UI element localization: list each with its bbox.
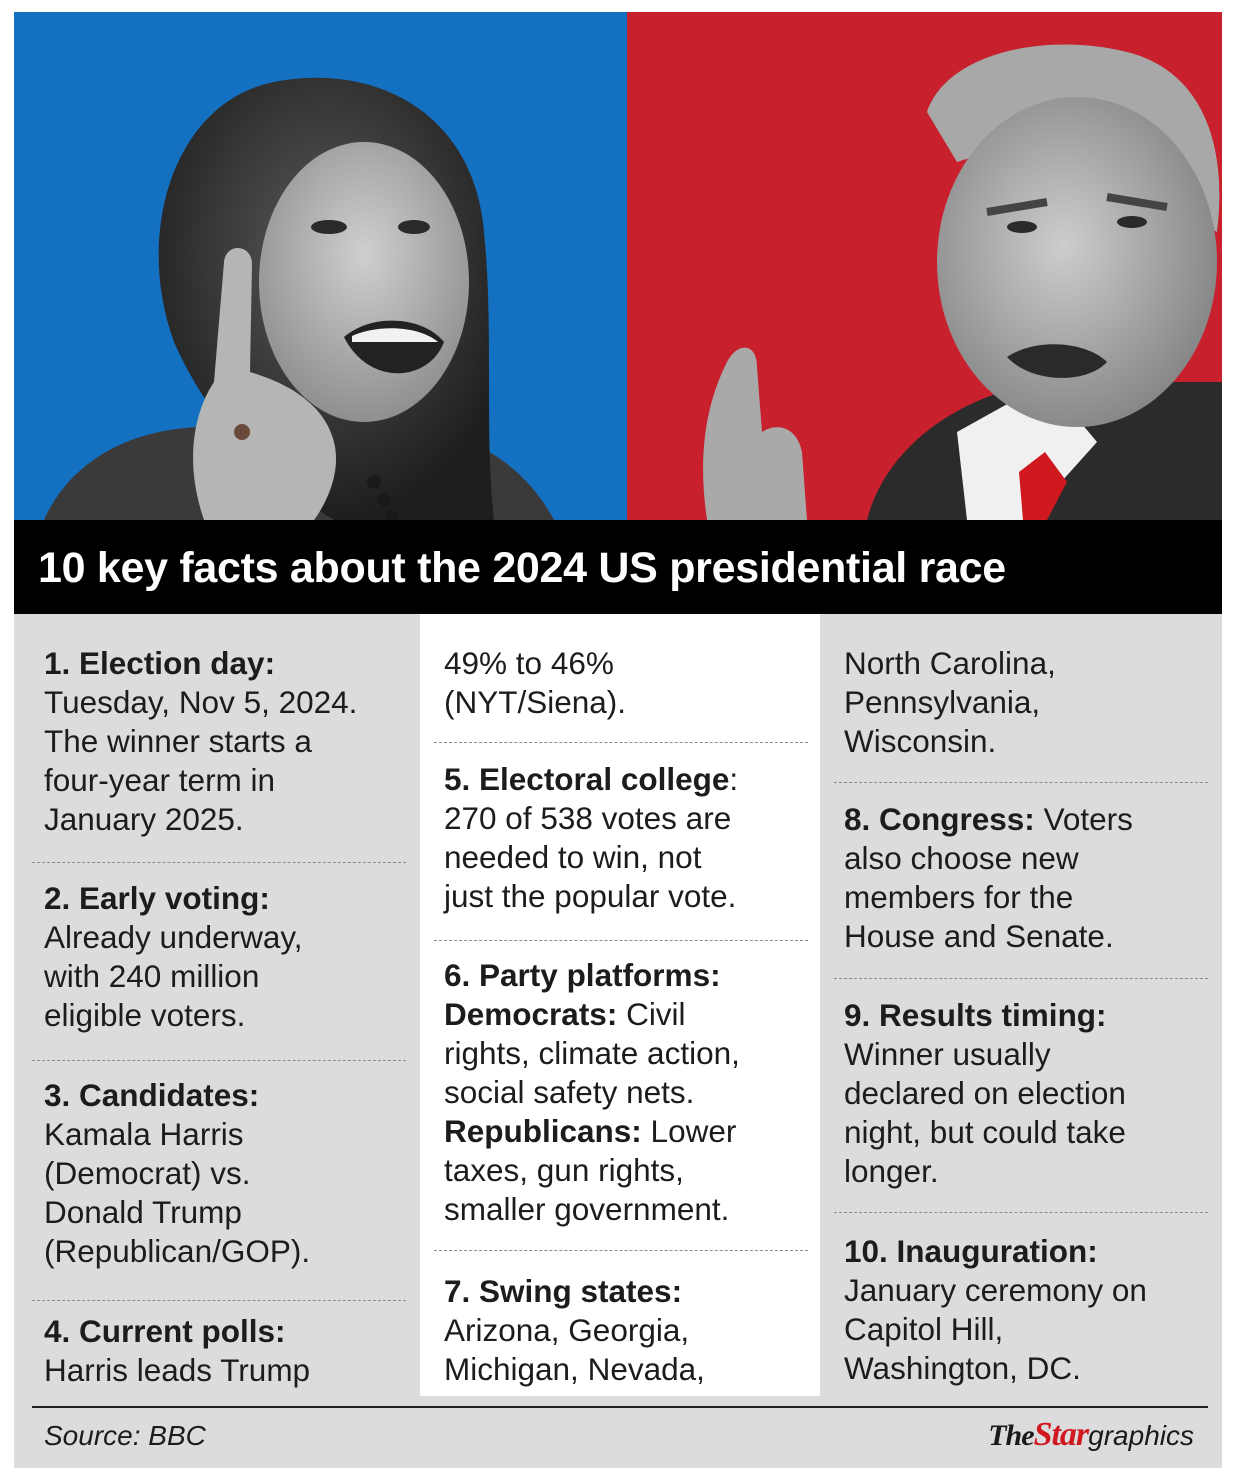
republican-panel	[627, 12, 1222, 520]
fact-line: Washington, DC.	[844, 1350, 1081, 1386]
divider	[434, 1250, 808, 1251]
democrat-panel	[14, 12, 627, 520]
fact-line: Wisconsin.	[844, 723, 997, 759]
footer-divider	[32, 1406, 1208, 1408]
divider	[434, 940, 808, 941]
facts-grid: 1. Election day: Tuesday, Nov 5, 2024. T…	[14, 614, 1222, 1398]
footer: Source: BBC TheStargraphics	[14, 1398, 1222, 1468]
divider	[32, 1300, 406, 1301]
fact-line: Voters	[1034, 801, 1133, 837]
fact-line: eligible voters.	[44, 997, 246, 1033]
fact-electoral-college: 5. Electoral college: 270 of 538 votes a…	[444, 760, 738, 916]
fact-line: with 240 million	[44, 958, 260, 994]
fact-line: four-year term in	[44, 762, 276, 798]
fact-title: 5. Electoral college	[444, 761, 730, 797]
fact-line: needed to win, not	[444, 839, 702, 875]
divider	[834, 978, 1208, 979]
fact-title: 1. Election day:	[44, 645, 276, 681]
fact-line: Tuesday, Nov 5, 2024.	[44, 684, 358, 720]
fact-title: 10. Inauguration:	[844, 1233, 1098, 1269]
fact-line: longer.	[844, 1153, 939, 1189]
fact-line: Kamala Harris	[44, 1116, 244, 1152]
fact-line: January 2025.	[44, 801, 244, 837]
fact-line: Arizona, Georgia,	[444, 1312, 690, 1348]
harris-portrait-photo	[44, 77, 554, 520]
facts-column-3: North Carolina, Pennsylvania, Wisconsin.…	[820, 614, 1222, 1398]
fact-title: 8. Congress:	[844, 801, 1035, 837]
fact-results-timing: 9. Results timing: Winner usually declar…	[844, 996, 1126, 1191]
fact-line: night, but could take	[844, 1114, 1126, 1150]
logo-star: Star	[1033, 1416, 1090, 1453]
fact-line: (Democrat) vs.	[44, 1155, 251, 1191]
divider	[32, 862, 406, 863]
divider	[834, 782, 1208, 783]
fact-swing-states: 7. Swing states: Arizona, Georgia, Michi…	[444, 1272, 705, 1389]
fact-party-platforms: 6. Party platforms: Democrats: Civil rig…	[444, 956, 740, 1229]
fact-line: social safety nets.	[444, 1074, 695, 1110]
fact-line: smaller government.	[444, 1191, 730, 1227]
fact-line: The winner starts a	[44, 723, 312, 759]
fact-election-day: 1. Election day: Tuesday, Nov 5, 2024. T…	[44, 644, 357, 839]
republicans-label: Republicans:	[444, 1113, 642, 1149]
photo-banner	[14, 12, 1222, 520]
fact-line: Michigan, Nevada,	[444, 1351, 705, 1387]
divider	[434, 742, 808, 743]
fact-title: 3. Candidates:	[44, 1077, 260, 1113]
source-credit: Source: BBC	[44, 1420, 206, 1451]
fact-line: Donald Trump	[44, 1194, 242, 1230]
fact-line: North Carolina,	[844, 645, 1056, 681]
fact-inauguration: 10. Inauguration: January ceremony on Ca…	[844, 1232, 1147, 1388]
trump-portrait-photo	[703, 44, 1222, 520]
publisher-logo: TheStargraphics	[988, 1416, 1194, 1454]
logo-the: The	[988, 1419, 1034, 1452]
fact-line: Already underway,	[44, 919, 303, 955]
fact-title-colon: :	[729, 761, 739, 797]
fact-line: also choose new	[844, 840, 1079, 876]
fact-title: 2. Early voting:	[44, 880, 270, 916]
fact-early-voting: 2. Early voting: Already underway, with …	[44, 879, 303, 1035]
fact-line: January ceremony on	[844, 1272, 1147, 1308]
fact-line: declared on election	[844, 1075, 1126, 1111]
fact-candidates: 3. Candidates: Kamala Harris (Democrat) …	[44, 1076, 310, 1271]
fact-line: 270 of 538 votes are	[444, 800, 732, 836]
logo-graphics: graphics	[1088, 1420, 1194, 1451]
headline-bar: 10 key facts about the 2024 US president…	[14, 520, 1222, 614]
fact-swing-states-continued: North Carolina, Pennsylvania, Wisconsin.	[844, 644, 1056, 761]
fact-line: just the popular vote.	[444, 878, 737, 914]
fact-line: 49% to 46%	[444, 645, 614, 681]
fact-line: (NYT/Siena).	[444, 684, 627, 720]
page-title: 10 key facts about the 2024 US president…	[38, 544, 1006, 592]
fact-congress: 8. Congress: Voters also choose new memb…	[844, 800, 1133, 956]
fact-current-polls-continued: 49% to 46% (NYT/Siena).	[444, 644, 626, 722]
fact-title: 9. Results timing:	[844, 997, 1107, 1033]
fact-line: Civil	[617, 996, 686, 1032]
fact-title: 6. Party platforms:	[444, 957, 721, 993]
fact-current-polls: 4. Current polls: Harris leads Trump	[44, 1312, 310, 1390]
fact-line: Lower	[641, 1113, 737, 1149]
divider	[834, 1212, 1208, 1213]
fact-line: (Republican/GOP).	[44, 1233, 311, 1269]
fact-line: Capitol Hill,	[844, 1311, 1004, 1347]
fact-line: House and Senate.	[844, 918, 1114, 954]
facts-column-2: 49% to 46% (NYT/Siena). 5. Electoral col…	[420, 614, 820, 1396]
fact-line: rights, climate action,	[444, 1035, 740, 1071]
fact-line: Harris leads Trump	[44, 1352, 311, 1388]
fact-title: 4. Current polls:	[44, 1313, 286, 1349]
fact-title: 7. Swing states:	[444, 1273, 683, 1309]
infographic: 10 key facts about the 2024 US president…	[14, 12, 1222, 1468]
divider	[32, 1060, 406, 1061]
democrats-label: Democrats:	[444, 996, 618, 1032]
facts-column-1: 1. Election day: Tuesday, Nov 5, 2024. T…	[14, 614, 420, 1398]
fact-line: Pennsylvania,	[844, 684, 1041, 720]
fact-line: Winner usually	[844, 1036, 1051, 1072]
fact-line: members for the	[844, 879, 1074, 915]
fact-line: taxes, gun rights,	[444, 1152, 684, 1188]
